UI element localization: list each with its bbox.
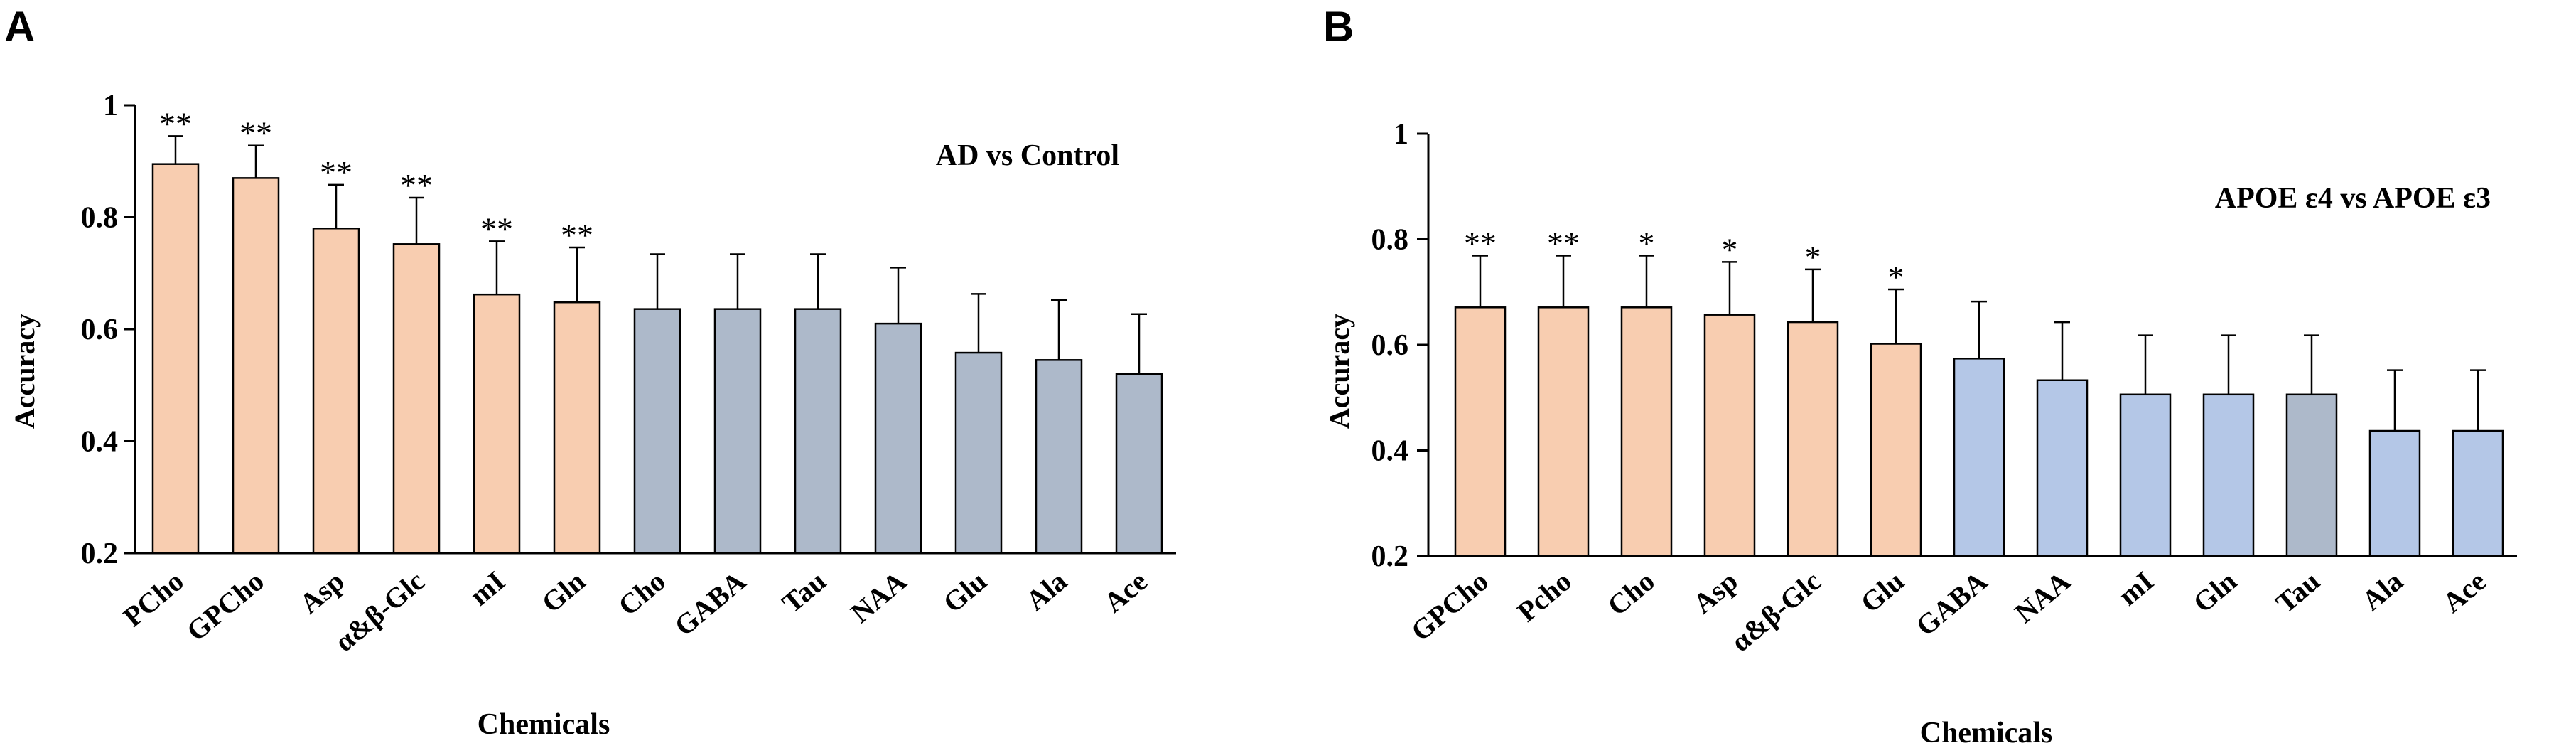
panel-a-ytick-label-0-4: 0.4 — [81, 426, 119, 459]
panel-a-sig-gpcho: ** — [239, 115, 272, 151]
panel-a-category-label-ace: Ace — [1098, 565, 1153, 619]
panel-b-bar-pcho — [1537, 306, 1590, 557]
panel-b-bar-gln — [2202, 393, 2255, 557]
panel-a-category-label-ala: Ala — [1020, 565, 1073, 616]
panel-b-category-label-cho: Cho — [1601, 565, 1660, 621]
panel-a-title: AD vs Control — [936, 139, 1119, 172]
panel-a-category-label-naa: NAA — [844, 565, 912, 629]
panel-a-bar-glu — [954, 351, 1003, 555]
panel-a-category-label-tau: Tau — [776, 565, 832, 619]
panel-a-category-label-alpha-beta-glc: α&β-Glc — [328, 565, 431, 658]
panel-b-sig-gpcho: ** — [1464, 225, 1497, 262]
panel-a-bar-ace — [1115, 373, 1163, 555]
panel-a-ytick-label-0-6: 0.6 — [81, 314, 119, 346]
panel-b-bar-tau — [2285, 393, 2338, 557]
panel-b-category-label-ala: Ala — [2356, 565, 2409, 616]
panel-b-category-label-pcho: Pcho — [1511, 565, 1578, 628]
panel-a-category-label-gpcho: GPCho — [180, 565, 270, 647]
panel-b-title: APOE ε4 vs APOE ε3 — [2215, 182, 2491, 215]
panel-b-ytick-label-0-2: 0.2 — [1371, 540, 1409, 573]
panel-a-bar-gaba — [713, 308, 762, 555]
panel-b-bar-cho — [1620, 306, 1673, 557]
panel-b-category-label-naa: NAA — [2008, 565, 2076, 629]
panel-a-bar-alpha-beta-glc — [392, 243, 441, 555]
panel-b-category-label-tau: Tau — [2270, 565, 2326, 619]
panel-a-chart: A AD vs Control Accuracy Chemicals 0.2 0.4 0.6… — [4, 3, 1176, 741]
panel-a-ylabel: Accuracy — [9, 314, 41, 429]
panel-a-sig-pcho: ** — [159, 105, 192, 141]
panel-b-category-label-asp: Asp — [1687, 565, 1744, 619]
panel-b-bar-asp — [1703, 314, 1756, 557]
panel-a-xlabel: Chemicals — [478, 708, 610, 741]
panel-b-bar-gpcho — [1454, 306, 1507, 557]
panel-b-bar-naa — [2036, 379, 2089, 557]
panel-a-category-label-gaba: GABA — [668, 565, 752, 642]
panel-a-category-label-cho: Cho — [612, 565, 671, 621]
panel-b-sig-glu: * — [1888, 259, 1904, 295]
panel-b-category-label-mi: mI — [2112, 565, 2159, 611]
panel-b-bar-ace — [2452, 429, 2504, 557]
panel-a-sig-asp: ** — [320, 154, 352, 191]
panel-b-ylabel: Accuracy — [1323, 314, 1355, 429]
panel-b-ytick-label-0-4: 0.4 — [1371, 435, 1409, 468]
panel-a-sig-alpha-beta-glc: ** — [400, 167, 433, 203]
panel-b-letter: B — [1323, 3, 1354, 50]
panel-b-category-label-alpha-beta-glc: α&β-Glc — [1725, 565, 1827, 658]
panel-b-ytick-label-0-8: 0.8 — [1371, 224, 1409, 257]
panel-b-sig-asp: * — [1722, 231, 1738, 267]
panel-b-category-label-glu: Glu — [1854, 565, 1909, 619]
panel-b-category-label-ace: Ace — [2437, 565, 2492, 619]
panel-a-bar-mi — [473, 293, 521, 555]
panel-b-xlabel: Chemicals — [1920, 717, 2053, 748]
panel-a-bar-asp — [312, 228, 360, 555]
panel-b-category-label-gln: Gln — [2187, 565, 2242, 619]
panel-b-category-label-gaba: GABA — [1909, 565, 1993, 642]
panel-b-sig-cho: * — [1639, 225, 1655, 262]
panel-a-letter: A — [4, 3, 35, 50]
panel-a-sig-gln: ** — [561, 217, 593, 253]
panel-b-bar-alpha-beta-glc — [1787, 321, 1839, 557]
panel-a-category-label-glu: Glu — [937, 565, 992, 619]
panel-a-bar-naa — [874, 322, 922, 555]
panel-b-chart: B APOE ε4 vs APOE ε3 Accuracy Chemicals 0.2 0… — [1323, 3, 2517, 748]
panel-a-ytick-label-0-2: 0.2 — [81, 538, 119, 570]
panel-b-category-label-gpcho: GPCho — [1405, 565, 1494, 647]
panel-b-sig-alpha-beta-glc: * — [1805, 239, 1821, 275]
panel-a-category-label-gln: Gln — [535, 565, 591, 619]
panel-a-sig-mi: ** — [480, 210, 513, 247]
panel-a-ytick-label-0-8: 0.8 — [81, 202, 119, 235]
panel-b-ytick-label-1: 1 — [1394, 118, 1408, 151]
panel-a-category-label-pcho: PCho — [117, 565, 190, 633]
panel-a-category-label-mi: mI — [463, 565, 510, 611]
panel-b-bar-ala — [2368, 429, 2421, 557]
panel-a-bar-ala — [1035, 359, 1083, 555]
panel-b-ytick-label-0-6: 0.6 — [1371, 329, 1409, 362]
panel-b-bar-glu — [1870, 343, 1922, 557]
panel-b-bar-gaba — [1953, 358, 2005, 557]
panel-a-bar-cho — [633, 308, 681, 555]
panel-b-bar-mi — [2119, 393, 2172, 557]
panel-a-ytick-label-1: 1 — [103, 90, 118, 122]
panel-a-bar-pcho — [151, 163, 200, 555]
panel-b-sig-pcho: ** — [1547, 225, 1580, 262]
panel-a-bar-gpcho — [232, 177, 280, 555]
panel-a-bar-tau — [794, 308, 842, 555]
panel-a-category-label-asp: Asp — [293, 565, 350, 619]
panel-a-bar-gln — [553, 301, 601, 555]
